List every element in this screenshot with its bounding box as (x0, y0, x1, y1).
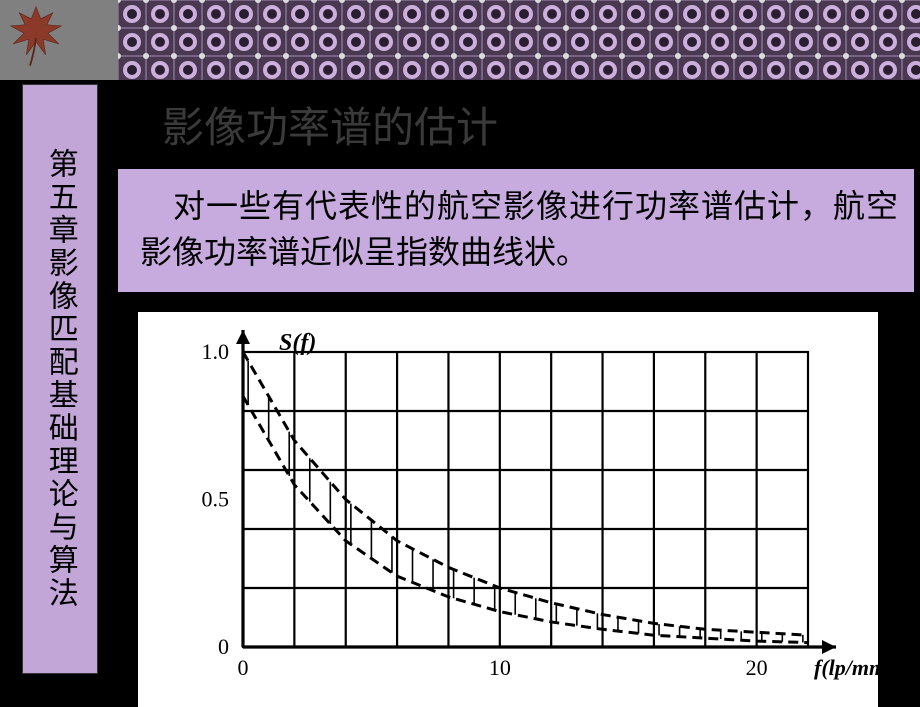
svg-text:10: 10 (489, 655, 511, 680)
svg-text:0: 0 (238, 655, 249, 680)
svg-text:0: 0 (218, 634, 229, 659)
description-text: 对一些有代表性的航空影像进行功率谱估计，航空影像功率谱近似呈指数曲线状。 (140, 188, 898, 270)
slide-title: 影像功率谱的估计 (118, 80, 920, 169)
svg-text:f(lp/mm): f(lp/mm) (814, 655, 878, 680)
maple-leaf-icon (6, 0, 66, 70)
svg-text:0.5: 0.5 (202, 486, 230, 511)
description-box: 对一些有代表性的航空影像进行功率谱估计，航空影像功率谱近似呈指数曲线状。 (118, 169, 914, 292)
chapter-sidebar: 第五章影像匹配基础理论与算法 (22, 84, 98, 674)
svg-text:S(f): S(f) (279, 330, 316, 356)
decorative-pattern (118, 0, 920, 80)
main-content: 影像功率谱的估计 对一些有代表性的航空影像进行功率谱估计，航空影像功率谱近似呈指… (118, 80, 920, 690)
top-bar (0, 0, 920, 80)
svg-text:1.0: 1.0 (202, 339, 230, 364)
chapter-title: 第五章影像匹配基础理论与算法 (44, 148, 76, 610)
svg-text:20: 20 (746, 655, 768, 680)
power-spectrum-chart: 0 0.5 1.0 0 10 20 S(f) f(lp/mm) (138, 312, 878, 707)
